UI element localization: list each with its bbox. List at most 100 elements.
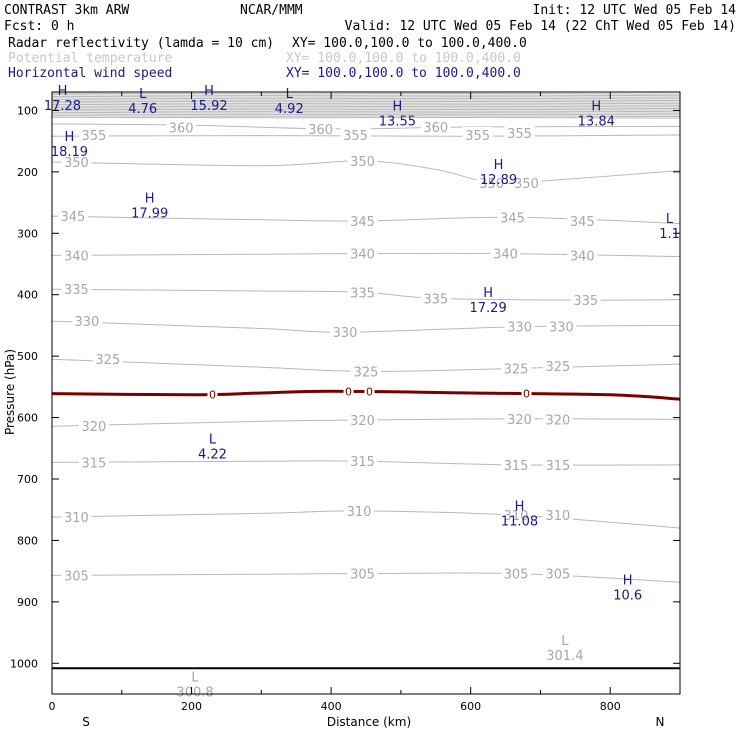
theta-label-bg [347, 453, 378, 470]
extremum-low: L4.92 [275, 87, 304, 117]
y-axis-label: Pressure (hPa) [3, 349, 17, 435]
y-tick-label: 100 [17, 104, 38, 117]
theta-label-bg [501, 360, 532, 377]
dense-contour-line [52, 94, 680, 97]
theta-contour-label: 325 [504, 362, 529, 377]
zero-contour-label: 0 [209, 388, 216, 401]
theta-label-bg [504, 318, 535, 335]
dense-contour-line [52, 92, 680, 95]
theta-label-bg [542, 507, 573, 524]
north-label: N [656, 715, 665, 729]
theta-contour-label: 345 [500, 211, 525, 226]
extremum-letter: L [139, 87, 147, 102]
extremum-low: L1.1 [659, 212, 680, 242]
extremum-value: 12.89 [480, 173, 517, 188]
theta-label-bg [166, 119, 197, 136]
field-2-xy: XY= 100.0,100.0 to 100.0,400.0 [286, 51, 521, 66]
extremum-low: L4.76 [128, 87, 157, 117]
axes: 100 200 300 400 500 600 700 800 900 1000 0 200 400 60… [10, 92, 681, 713]
upper-contour-band [52, 92, 680, 119]
extremum-value: 18.19 [51, 145, 88, 160]
field-3-xy: XY= 100.0,100.0 to 100.0,400.0 [286, 66, 521, 81]
zero-contour-label: 0 [366, 386, 373, 399]
theta-contour-label: 335 [573, 294, 598, 309]
dense-contour-line [52, 108, 680, 111]
dense-contour-line [52, 107, 680, 109]
theta-label-bg [57, 208, 88, 225]
theta-label-bg [347, 412, 378, 429]
theta-contour-label: 350 [479, 177, 504, 192]
dense-contour-line [52, 102, 680, 105]
theta-contour-label: 305 [504, 568, 529, 583]
theta-contour-label: 355 [507, 127, 532, 142]
theta-label-bg [347, 284, 378, 301]
extremum-letter: L [209, 432, 217, 447]
extremum-value: 1.1 [659, 227, 680, 242]
extremum-value: 13.55 [379, 114, 416, 129]
org-label: NCAR/MMM [240, 3, 303, 18]
theta-contour-label: 345 [61, 210, 86, 225]
theta-label-bg [542, 357, 573, 374]
forecast-hour: Fcst: 0 h [4, 19, 74, 34]
theta-contour-label: 360 [423, 121, 448, 136]
theta-contour-label: 310 [347, 505, 372, 520]
field-1-xy: XY= 100.0,100.0 to 100.0,400.0 [292, 36, 527, 51]
theta-contour-label: 315 [504, 459, 529, 474]
theta-contour-label: 355 [343, 129, 368, 144]
zero-contour-label: 0 [523, 388, 530, 401]
extremum-low: L4.22 [198, 432, 227, 462]
theta-contour-label: 340 [570, 249, 595, 264]
theta-contour-label: 320 [350, 414, 375, 429]
theta-contour-label: 355 [465, 129, 490, 144]
extremum-value: 4.92 [275, 102, 304, 117]
theta-contour-label: 305 [350, 568, 375, 583]
extremum-value: 17.99 [131, 207, 168, 222]
extremum-high: H15.92 [190, 84, 227, 114]
field-1-name: Radar reflectivity (lamda = 10 cm) [8, 36, 274, 51]
x-tick-label: 200 [181, 700, 202, 713]
theta-label-bg [504, 125, 535, 142]
extremum-letter: H [494, 158, 504, 173]
theta-label-bg [501, 456, 532, 473]
theta-contour-label: 340 [64, 249, 89, 264]
y-tick-label: 900 [17, 596, 38, 609]
y-tick-label: 700 [17, 473, 38, 486]
theta-label-bg [420, 290, 451, 307]
y-tick-label: 1000 [10, 657, 38, 670]
theta-label-bg [305, 120, 336, 137]
y-tick-label: 800 [17, 534, 38, 547]
extremum-high: H13.84 [578, 99, 615, 129]
theta-contour-label: 315 [350, 455, 375, 470]
extremum-high: H11.08 [501, 499, 538, 529]
theta-label-bg [420, 119, 451, 136]
valid-time: Valid: 12 UTC Wed 05 Feb 14 (22 ChT Wed … [345, 19, 736, 34]
theta-contour-label: 315 [545, 459, 570, 474]
extremum-letter: H [393, 99, 403, 114]
dense-contour-line [52, 110, 680, 113]
extremum-letter: H [623, 574, 633, 589]
y-tick-label: 400 [17, 289, 38, 302]
theta-label-bg [61, 247, 92, 264]
theta-contour-label: 335 [64, 283, 89, 298]
theta-label-bg [542, 411, 573, 428]
theta-contour-label: 350 [64, 156, 89, 171]
y-tick-label: 500 [17, 350, 38, 363]
theta-contour-label: 335 [350, 286, 375, 301]
theta-label-bg [61, 154, 92, 171]
x-axis-label: Distance (km) [327, 715, 411, 729]
theta-label-bg [567, 247, 598, 264]
extremum-value: 15.92 [190, 99, 227, 114]
theta-contour-label: 330 [333, 326, 358, 341]
field-3-name: Horizontal wind speed [8, 66, 172, 81]
theta-contour-360 [52, 123, 680, 130]
theta-contour-label: 360 [308, 123, 333, 138]
theta-contour-label: 360 [169, 122, 194, 137]
theta-label-bg [567, 213, 598, 229]
theta-contour-label: 320 [545, 413, 570, 428]
theta-label-bg [78, 418, 109, 435]
dense-contour-line [52, 103, 680, 106]
extremum-value: 17.29 [470, 301, 507, 316]
extremum-high: H17.29 [470, 286, 507, 316]
